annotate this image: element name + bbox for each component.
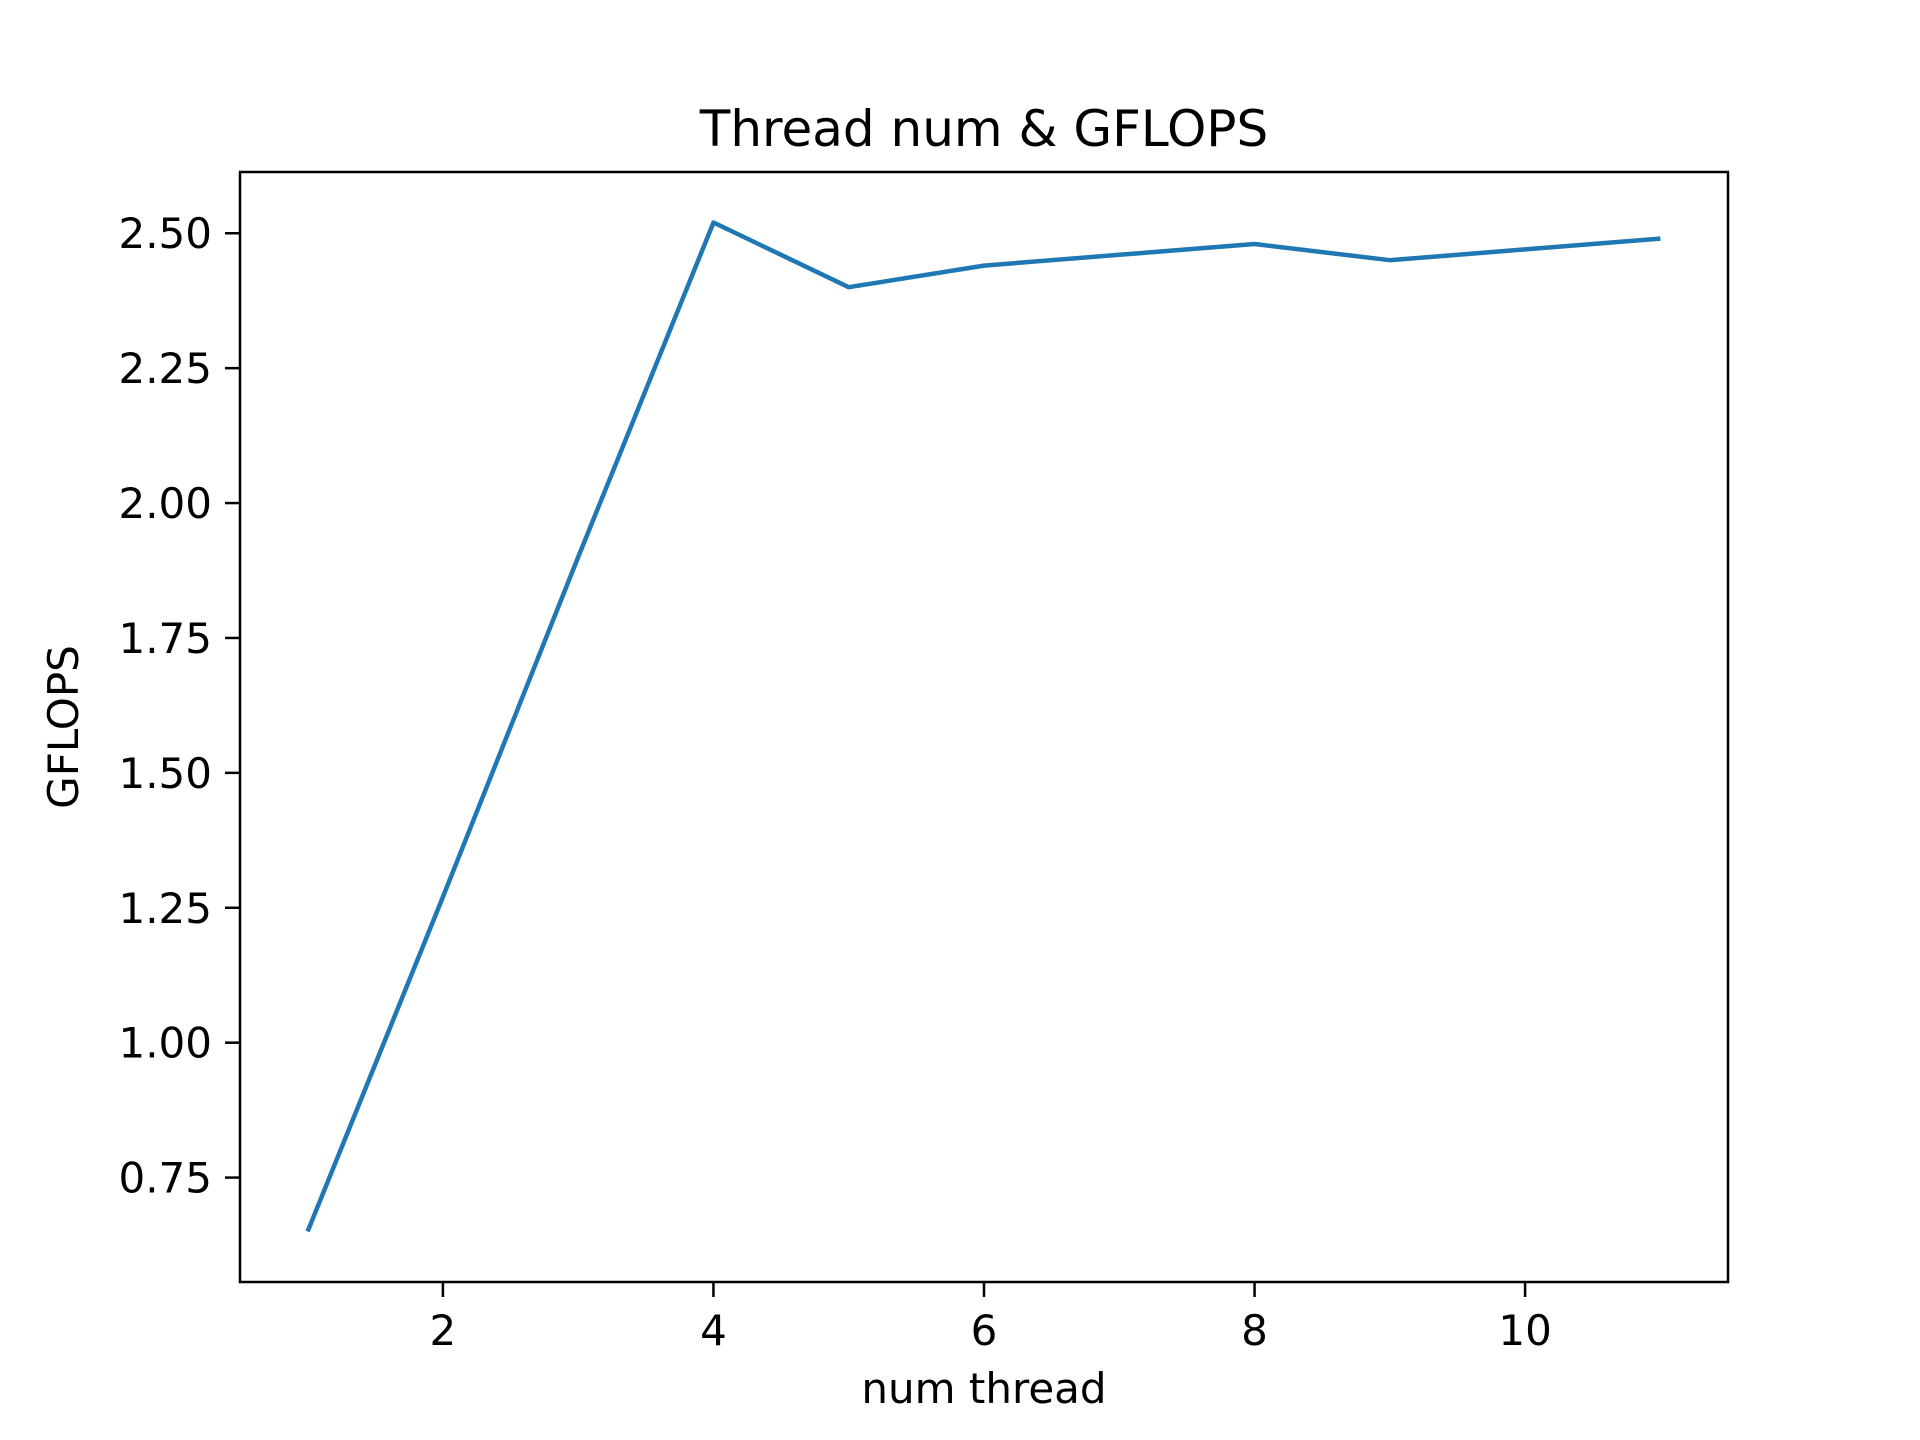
y-tick-label: 2.25 (118, 344, 212, 393)
x-axis-ticks: 2 4 6 8 10 (430, 1282, 1552, 1355)
x-tick-label: 8 (1241, 1306, 1268, 1355)
x-tick-label: 4 (700, 1306, 727, 1355)
y-axis-label: GFLOPS (39, 645, 88, 809)
x-tick-label: 6 (971, 1306, 998, 1355)
y-tick-label: 1.00 (118, 1019, 212, 1068)
y-tick-label: 0.75 (118, 1154, 212, 1203)
chart-title: Thread num & GFLOPS (699, 100, 1268, 158)
y-tick-label: 1.75 (118, 614, 212, 663)
y-tick-label: 2.50 (118, 209, 212, 258)
y-tick-label: 2.00 (118, 479, 212, 528)
x-axis-label: num thread (861, 1364, 1106, 1413)
data-line-gflops (305, 220, 1661, 1233)
y-axis-ticks: 0.75 1.00 1.25 1.50 1.75 2.00 2.25 2.50 (118, 209, 240, 1203)
y-tick-label: 1.25 (118, 884, 212, 933)
x-tick-label: 2 (430, 1306, 457, 1355)
y-tick-label: 1.50 (118, 749, 212, 798)
x-tick-label: 10 (1498, 1306, 1551, 1355)
plot-area (238, 170, 1730, 1284)
